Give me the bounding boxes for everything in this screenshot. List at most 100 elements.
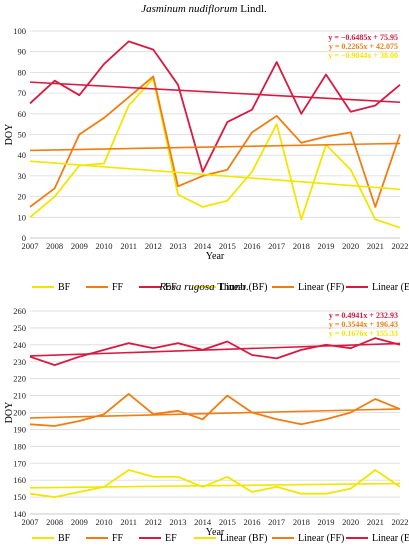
legend-label: Linear (BF) <box>220 533 268 544</box>
x-tick-label: 2019 <box>318 517 335 527</box>
x-tick-label: 2022 <box>392 517 409 527</box>
legend-label: Linear (BF) <box>220 282 268 293</box>
y-tick-label: 60 <box>18 109 27 119</box>
trendline-linearff <box>29 408 401 419</box>
legend-label: FF <box>112 533 124 544</box>
y-tick-label: 190 <box>13 424 26 434</box>
x-tick-label: 2012 <box>145 517 162 527</box>
y-axis-label: DOY <box>4 402 15 424</box>
x-tick-label: 2009 <box>71 241 88 251</box>
trend-equation: y = 0.2265x + 42.075 <box>329 42 398 51</box>
chart-title: Rosa rugosa Thunb. <box>158 281 249 293</box>
y-tick-label: 220 <box>13 374 26 384</box>
x-tick-label: 2007 <box>22 241 39 251</box>
y-tick-label: 50 <box>18 130 27 140</box>
legend-label: FF <box>112 282 124 293</box>
y-tick-label: 200 <box>13 408 26 418</box>
x-tick-label: 2017 <box>268 517 285 527</box>
trend-equation: y = −0.9044x + 38.00 <box>328 51 398 60</box>
legend-label: Linear (FF) <box>298 533 344 544</box>
chart-title-species: Jasminum nudiflorum <box>141 3 237 15</box>
y-tick-label: 70 <box>18 88 27 98</box>
x-tick-label: 2010 <box>96 241 113 251</box>
y-tick-label: 180 <box>13 441 26 451</box>
legend-label: BF <box>58 533 71 544</box>
trendline-linearbf <box>29 160 401 191</box>
y-tick-label: 170 <box>13 458 26 468</box>
trend-equation: y = 0.4941x + 232.93 <box>329 311 398 320</box>
x-tick-label: 2016 <box>244 241 261 251</box>
y-tick-label: 160 <box>13 475 26 485</box>
x-tick-label: 2015 <box>219 241 236 251</box>
y-tick-label: 30 <box>18 171 27 181</box>
trendline-linearef <box>29 81 401 104</box>
x-tick-label: 2021 <box>367 517 384 527</box>
series-line-ff <box>29 392 401 427</box>
legend: BF FF EF Linear (BF) Linear (FF) Linear (EF) <box>32 533 409 544</box>
trend-equation: y = −0.6485x + 75.95 <box>328 33 398 42</box>
trendline-linearff <box>29 142 401 152</box>
x-axis-label: Year <box>206 527 225 538</box>
x-tick-label: 2014 <box>194 241 212 251</box>
y-axis-label: DOY <box>4 124 15 146</box>
x-tick-label: 2018 <box>293 517 310 527</box>
y-tick-label: 0 <box>22 233 26 243</box>
series-line-ef <box>29 337 401 367</box>
x-tick-label: 2013 <box>170 517 187 527</box>
series-line-bf <box>29 77 401 229</box>
x-tick-label: 2018 <box>293 241 310 251</box>
y-tick-label: 10 <box>18 212 27 222</box>
legend-label: BF <box>58 282 71 293</box>
legend-label: EF <box>165 282 177 293</box>
x-tick-label: 2019 <box>318 241 335 251</box>
y-tick-label: 90 <box>18 47 27 57</box>
trendline-linearef <box>29 342 401 357</box>
x-tick-label: 2014 <box>194 517 212 527</box>
x-tick-label: 2011 <box>120 517 137 527</box>
chart-1: Jasminum nudiflorum Lindl. 0 10 20 30 40 50 60 7… <box>4 3 409 293</box>
legend-label: EF <box>165 533 177 544</box>
legend-label: Linear (EF) <box>372 533 409 544</box>
trend-equation: y = 0.1676x + 155.33 <box>329 329 398 338</box>
x-tick-label: 2021 <box>367 241 384 251</box>
x-tick-label: 2010 <box>96 517 113 527</box>
x-tick-label: 2017 <box>268 241 285 251</box>
y-tick-label: 240 <box>13 340 26 350</box>
y-tick-label: 100 <box>13 26 26 36</box>
chart-2: Rosa rugosa Thunb. 140 150 160 170 180 190 200 2… <box>4 281 409 544</box>
y-tick-label: 40 <box>18 150 27 160</box>
x-tick-label: 2022 <box>392 241 409 251</box>
chart-title-species: Rosa rugosa <box>158 281 215 293</box>
legend: BF FF EF Linear (BF) Linear (FF) Linear (EF) <box>32 282 409 293</box>
y-tick-label: 80 <box>18 67 27 77</box>
x-tick-label: 2013 <box>170 241 187 251</box>
x-tick-label: 2020 <box>342 241 359 251</box>
legend-label: Linear (EF) <box>372 282 409 293</box>
trend-equation: y = 0.3544x + 196.43 <box>329 320 398 329</box>
series-line-ff <box>29 75 401 208</box>
y-tick-label: 250 <box>13 323 26 333</box>
x-tick-label: 2007 <box>22 517 39 527</box>
x-axis-label: Year <box>206 251 225 262</box>
x-tick-label: 2016 <box>244 517 261 527</box>
chart-title-author: Thunb. <box>215 281 249 293</box>
x-tick-label: 2011 <box>120 241 137 251</box>
y-tick-label: 140 <box>13 509 26 519</box>
x-tick-label: 2012 <box>145 241 162 251</box>
x-tick-label: 2020 <box>342 517 359 527</box>
series-line-bf <box>29 469 401 499</box>
y-tick-label: 210 <box>13 391 26 401</box>
y-tick-label: 150 <box>13 492 26 502</box>
chart-title: Jasminum nudiflorum Lindl. <box>141 3 267 15</box>
y-tick-label: 230 <box>13 357 26 367</box>
trendline-linearbf <box>29 482 401 489</box>
y-tick-label: 260 <box>13 306 26 316</box>
legend-label: Linear (FF) <box>298 282 344 293</box>
x-tick-label: 2009 <box>71 517 88 527</box>
y-tick-label: 20 <box>18 192 27 202</box>
x-tick-label: 2008 <box>46 241 63 251</box>
x-tick-label: 2008 <box>46 517 63 527</box>
x-tick-label: 2015 <box>219 517 236 527</box>
chart-title-author: Lindl. <box>237 3 267 15</box>
